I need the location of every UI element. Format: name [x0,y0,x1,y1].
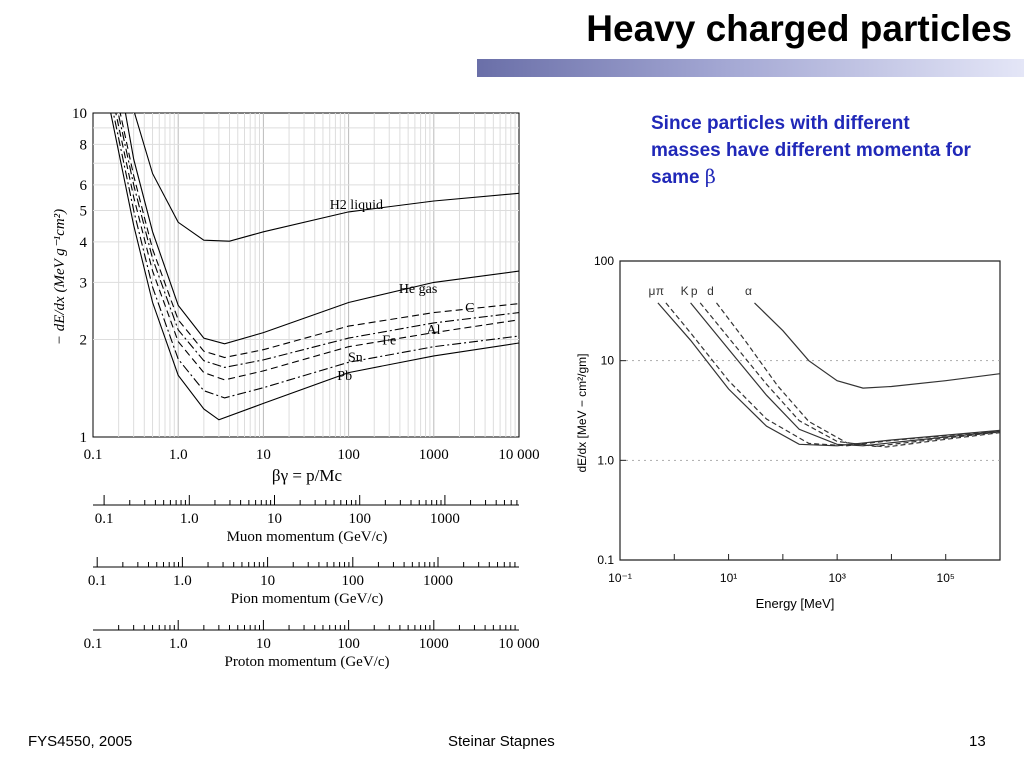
footer-page-number: 13 [969,733,986,750]
curve-c [119,113,519,359]
momentum-tick-label: 100 [342,573,365,589]
momentum-tick-label: 0.1 [88,573,107,589]
momentum-tick-label: 1.0 [180,511,199,527]
momentum-tick-label: 1.0 [169,636,188,652]
x-tick-label: 10⁵ [937,571,955,585]
momentum-tick-label: 1000 [430,511,460,527]
y-tick-label: 8 [80,137,88,153]
curve-label: π [656,284,664,298]
momentum-tick-label: 10 [260,573,275,589]
y-tick-label: 1.0 [597,453,614,467]
curve-label: p [691,284,698,298]
x-axis-title: Energy [MeV] [756,596,835,611]
curve-label: Al [427,323,441,338]
curve-fe [115,113,519,381]
footer-course: FYS4550, 2005 [28,733,133,750]
y-tick-label: 0.1 [597,553,614,567]
momentum-tick-label: 1000 [419,636,449,652]
momentum-tick-label: 10 [256,636,271,652]
curve-label: α [745,284,752,298]
slide-title: Heavy charged particles [586,8,1012,49]
x-tick-label: 10⁻¹ [608,571,632,585]
side-note-symbol: β [704,166,716,188]
side-note-text: Since particles with different masses ha… [651,113,971,188]
curve-label: d [707,284,714,298]
plot-grid [93,113,519,437]
y-tick-label: 100 [594,254,614,268]
curve-labels: H2 liquid He gas C Al Fe Sn Pb [330,198,475,384]
y-tick-label: 5 [80,204,88,220]
momentum-axis-title: Pion momentum (GeV/c) [231,591,383,607]
x-tick-label: 100 [337,447,360,463]
curve-K [690,302,1001,447]
curve-μ [657,302,1001,447]
curve-sn [112,113,519,399]
curve-label: μ [648,284,655,298]
y-tick-label: 1 [80,430,88,446]
y-tick-label: 10 [601,354,615,368]
y-axis-title: − dE/dx (MeV g⁻¹cm²) [52,209,68,345]
curve-π [665,302,1001,447]
curve-label: K [681,284,689,298]
momentum-tick-label: 1.0 [173,573,192,589]
x-tick-label: 1000 [419,447,449,463]
curves-group [657,302,1001,448]
curve-label: H2 liquid [330,198,383,213]
curve-p [699,302,1001,448]
y-tick-label: 4 [80,235,88,251]
y-tick-label: 3 [80,275,88,291]
side-note: Since particles with different masses ha… [651,110,981,191]
curve-label: Sn [348,351,363,366]
momentum-axes: 0.1 1.0 10 100 1000 Muon momentum (GeV/c) 0.1 1… [84,495,540,670]
y-tick-label: 2 [80,332,88,348]
curves-group [110,113,519,421]
curve-label: Fe [382,333,396,348]
curve-pb [110,113,519,421]
x-tick-label: 10 000 [498,447,539,463]
curve-label: C [465,301,474,316]
momentum-axis-title: Muon momentum (GeV/c) [227,529,388,545]
title-accent-bar [477,59,1024,77]
curve-he-gas [124,113,519,345]
curve-label: He gas [399,282,438,297]
momentum-tick-label: 10 [267,511,282,527]
curve-d [716,302,1001,448]
axis-ticks: 1 2 3 4 5 6 8 10 0.1 1.0 10 100 1000 10 000 [72,106,540,463]
curve-h2-liquid [133,113,519,242]
momentum-tick-label: 1000 [423,573,453,589]
axis-ticks: 100 10 1.0 0.1 10⁻¹ 10¹ 10³ 10⁵ [594,254,955,585]
x-tick-label: 10³ [828,571,845,585]
plot-grid [620,360,1000,461]
momentum-tick-label: 100 [337,636,360,652]
x-axis-title: βγ = p/Mc [272,466,343,485]
stopping-power-chart: 1 2 3 4 5 6 8 10 0.1 1.0 10 100 1000 10 000 H2 liquid… [52,106,540,670]
plot-frame [92,112,520,438]
x-tick-label: 0.1 [84,447,103,463]
momentum-tick-label: 0.1 [95,511,114,527]
x-tick-label: 10¹ [720,571,737,585]
curve-label: Pb [337,369,352,384]
x-tick-label: 10 [256,447,271,463]
momentum-tick-label: 0.1 [84,636,103,652]
y-axis-title: dE/dx [MeV − cm²/gm] [575,353,589,472]
footer-author: Steinar Stapnes [448,733,555,750]
curve-α [754,302,1001,389]
y-tick-label: 10 [72,106,87,122]
momentum-tick-label: 100 [348,511,371,527]
curve-al [117,113,519,368]
y-tick-label: 6 [80,178,88,194]
x-tick-label: 1.0 [169,447,188,463]
plot-frame [619,260,1001,561]
momentum-tick-label: 10 000 [498,636,539,652]
momentum-axis-title: Proton momentum (GeV/c) [225,654,390,670]
